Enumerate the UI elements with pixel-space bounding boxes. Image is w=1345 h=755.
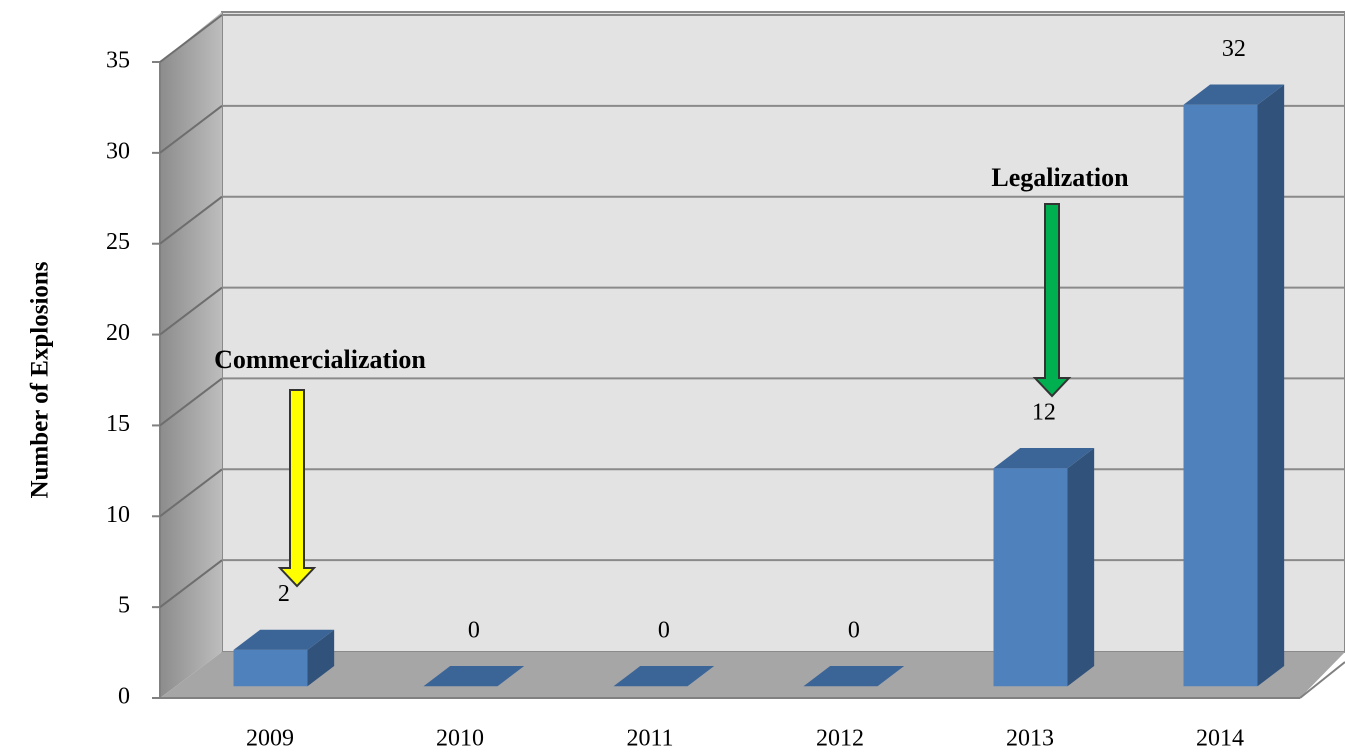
x-tick-label: 2013 <box>1006 726 1054 752</box>
data-label: 0 <box>468 618 480 644</box>
bar-side <box>1067 447 1095 687</box>
arrow <box>1032 203 1072 398</box>
y-tick-label: 0 <box>118 684 130 710</box>
bar <box>233 629 335 687</box>
x-tick-label: 2011 <box>626 726 673 752</box>
floor-edge <box>1299 661 1345 699</box>
grid-line <box>159 14 223 63</box>
bar-top <box>233 629 335 650</box>
y-tick-label: 15 <box>106 411 130 437</box>
annotation-arrows <box>277 203 1072 588</box>
data-label: 32 <box>1222 36 1246 62</box>
bar-top <box>803 666 905 687</box>
bar-top <box>1183 84 1285 105</box>
grid-line <box>159 377 223 427</box>
data-label: 2 <box>278 581 290 607</box>
side-wall <box>160 12 222 698</box>
grid-line <box>159 286 223 336</box>
floor <box>160 652 1345 698</box>
y-tick-label: 20 <box>106 320 130 346</box>
bar-top <box>613 666 715 687</box>
x-tick-label: 2012 <box>816 726 864 752</box>
annotation: Legalization <box>991 163 1129 192</box>
bar-side <box>307 629 335 687</box>
y-tick-label: 10 <box>106 502 130 528</box>
back-wall <box>221 11 1345 653</box>
bar <box>1183 84 1285 687</box>
y-tick-label: 30 <box>106 138 130 164</box>
y-tick-label: 25 <box>106 229 130 255</box>
bar-top <box>423 666 525 687</box>
x-tick-label: 2010 <box>436 726 484 752</box>
y-axis-title: Number of Explosions <box>27 261 54 498</box>
data-label: 0 <box>658 618 670 644</box>
annotation: Commercialization <box>214 345 426 374</box>
grid-line <box>159 105 223 154</box>
bar <box>803 666 905 687</box>
y-tick-label: 35 <box>106 48 130 74</box>
bar-front <box>993 468 1068 687</box>
data-label: 0 <box>848 618 860 644</box>
bar <box>423 666 525 687</box>
x-tick-label: 2009 <box>246 726 294 752</box>
bar <box>993 447 1095 687</box>
bar-side <box>1257 84 1285 687</box>
grid-line <box>159 195 223 245</box>
arrow <box>277 389 317 588</box>
grid-line <box>159 559 223 608</box>
bar-top <box>993 447 1095 469</box>
data-label: 12 <box>1032 399 1056 425</box>
x-tick-label: 2014 <box>1196 726 1244 752</box>
grid-line <box>159 468 223 518</box>
bar-front <box>233 649 308 687</box>
bar-front <box>1183 104 1258 687</box>
bar <box>613 666 715 687</box>
y-tick-label: 5 <box>118 593 130 619</box>
